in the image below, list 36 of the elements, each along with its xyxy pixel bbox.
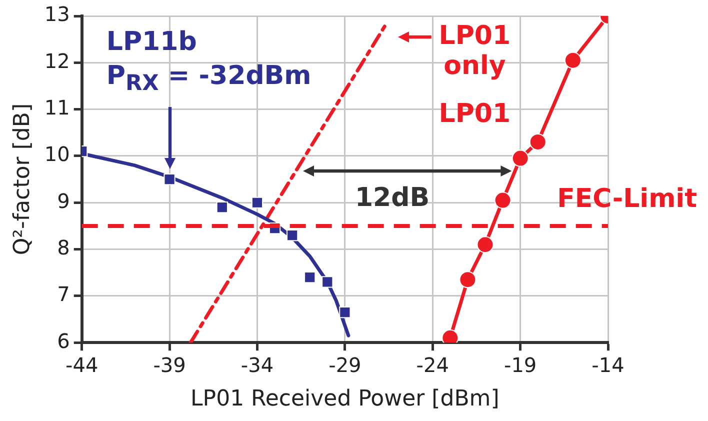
y-tick-label: 9: [57, 188, 70, 213]
x-tick-label: -34: [240, 352, 274, 377]
point: [494, 192, 512, 209]
point: [339, 306, 351, 318]
y-tick-label: 8: [57, 235, 70, 260]
ref-line-label: FEC-Limit: [557, 184, 698, 214]
annotation: LP01 only: [438, 20, 512, 81]
series-label: LP01: [438, 98, 511, 129]
x-axis-title: LP01 Received Power [dBm]: [190, 386, 500, 412]
point: [322, 276, 334, 288]
y-tick-label: 7: [57, 282, 70, 306]
y-tick-label: 6: [57, 328, 70, 353]
point: [529, 133, 546, 150]
point: [476, 236, 494, 254]
point: [304, 271, 316, 284]
x-tick-label: -39: [153, 352, 186, 377]
y-tick-label: 12: [44, 48, 70, 73]
y-tick-label: 10: [44, 142, 70, 166]
text: LP11b: [106, 26, 197, 57]
x-tick-label: -24: [416, 352, 449, 377]
point: [216, 201, 228, 214]
x-tick-label: -14: [592, 352, 624, 377]
y-axis-title: Q²-factor [dB]: [10, 103, 35, 256]
point: [459, 271, 476, 288]
point: [251, 196, 264, 208]
point: [564, 52, 582, 69]
annotation: 12dB: [354, 182, 430, 213]
x-tick-label: -29: [328, 352, 362, 377]
point: [286, 229, 298, 242]
annotation: P$_{RX}$ = -32dBm: [106, 61, 312, 98]
point: [164, 173, 176, 186]
y-tick-label: 11: [44, 96, 70, 120]
x-tick-label: -44: [66, 352, 98, 377]
x-tick-label: -19: [504, 352, 537, 377]
y-tick-label: 13: [44, 2, 70, 26]
point: [512, 150, 529, 167]
